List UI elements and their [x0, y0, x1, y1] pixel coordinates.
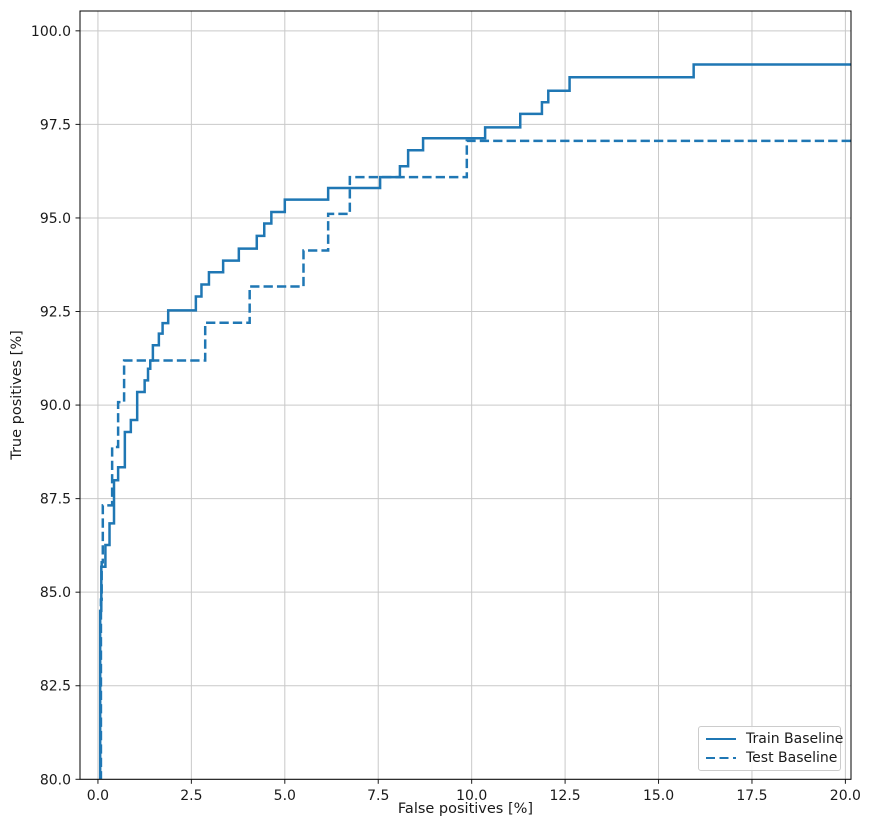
- y-tick-label: 90.0: [40, 398, 71, 414]
- x-tick-label: 0.0: [87, 788, 109, 804]
- x-tick-label: 12.5: [550, 788, 581, 804]
- y-tick-label: 85.0: [40, 585, 71, 601]
- x-tick-label: 2.5: [180, 788, 202, 804]
- y-tick-label: 100.0: [31, 24, 71, 40]
- x-tick-label: 15.0: [643, 788, 674, 804]
- legend-item-test-baseline: Test Baseline: [706, 749, 837, 768]
- test-baseline-line-sample: [706, 756, 736, 760]
- y-tick-label: 87.5: [40, 492, 71, 508]
- x-tick-label: 10.0: [456, 788, 487, 804]
- x-tick-label: 20.0: [830, 788, 861, 804]
- legend-item-train-baseline: Train Baseline: [706, 729, 843, 748]
- x-axis-label: False positives [%]: [397, 801, 534, 817]
- legend-label-train-baseline: Train Baseline: [746, 730, 844, 747]
- axes-frame: [79, 10, 852, 780]
- x-tick-label: 7.5: [367, 788, 389, 804]
- series-line-train-baseline: [98, 63, 851, 780]
- x-tick-label: 5.0: [274, 788, 296, 804]
- train-baseline-line-sample: [706, 737, 736, 741]
- y-tick-label: 80.0: [40, 772, 71, 788]
- y-tick-label: 95.0: [40, 211, 71, 227]
- y-tick-label: 82.5: [40, 679, 71, 695]
- y-tick-label: 92.5: [40, 305, 71, 321]
- y-tick-label: 97.5: [40, 117, 71, 133]
- x-tick-label: 17.5: [736, 788, 767, 804]
- series-line-test-baseline: [99, 139, 851, 780]
- legend: Train Baseline Test Baseline: [698, 726, 843, 771]
- y-axis-label: True positives [%]: [9, 330, 25, 460]
- legend-label-test-baseline: Test Baseline: [746, 750, 838, 767]
